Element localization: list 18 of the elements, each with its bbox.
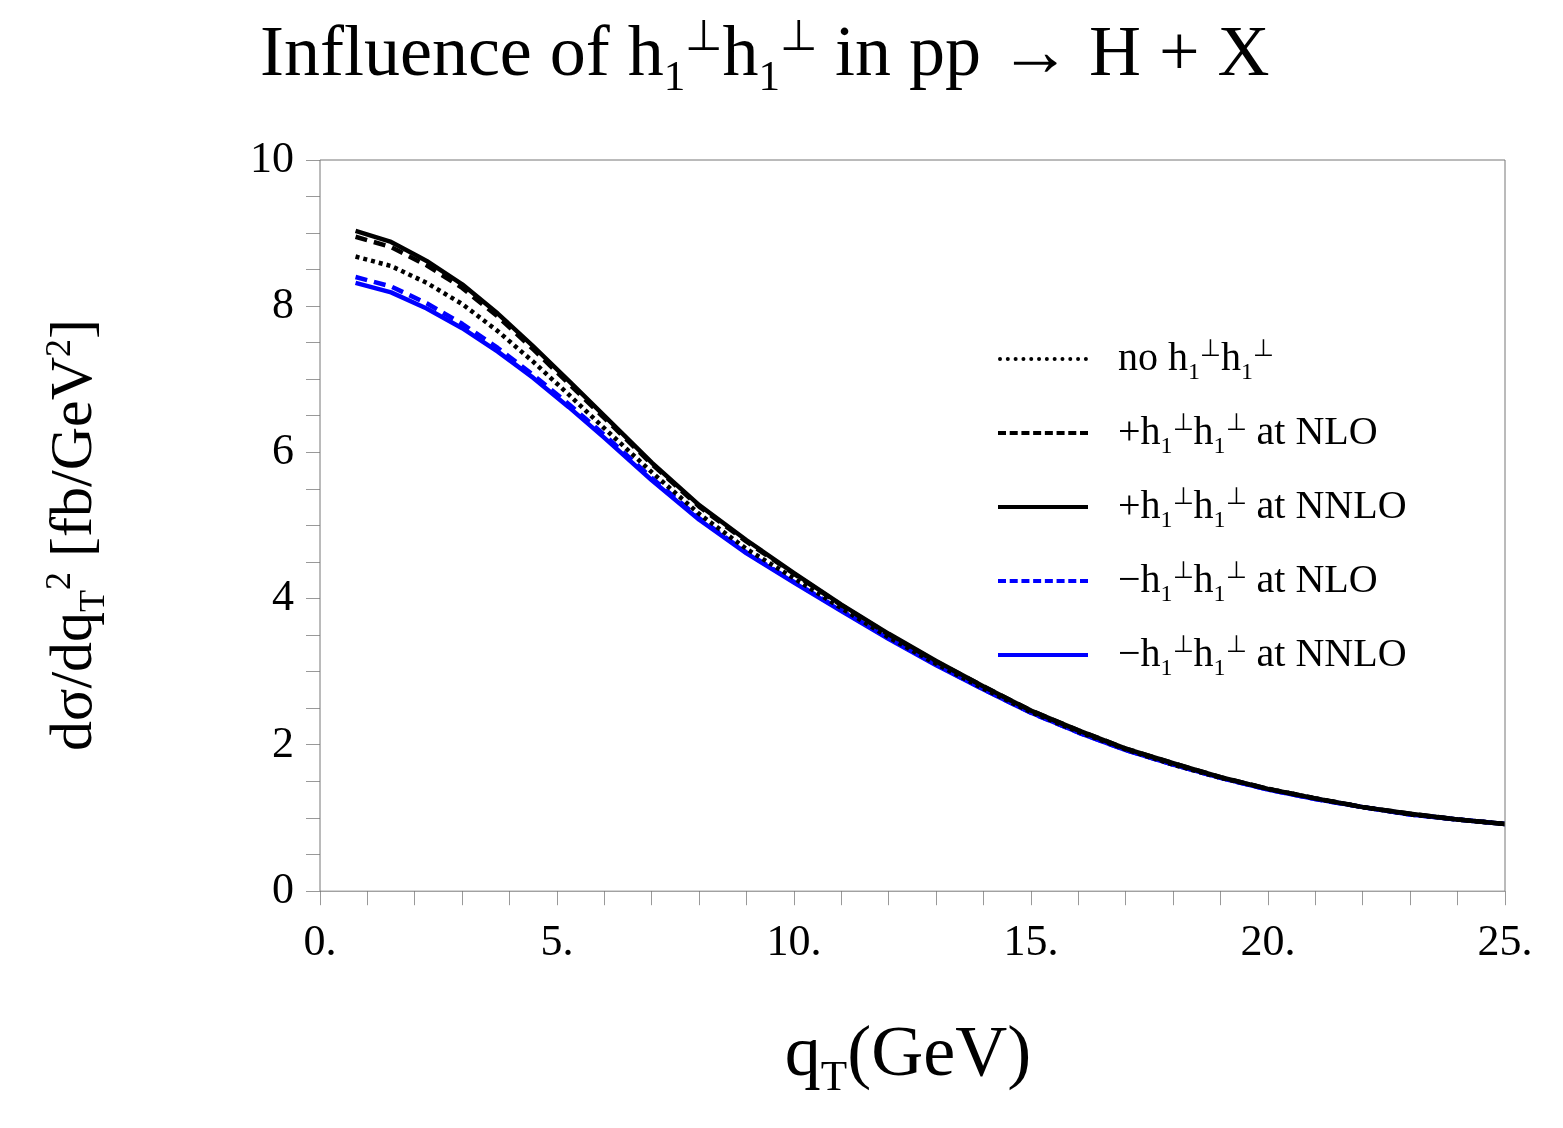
x-tick-label: 15.	[1003, 916, 1059, 966]
y-tick-label: 10	[250, 132, 294, 182]
legend-label: +h$_{1}$$^{⊥}$h$_{1}$$^{⊥}$ at NNLO	[1118, 481, 1407, 533]
x-axis-title: q$_{T}$(GeV)	[783, 1010, 1033, 1101]
legend-label: −h$_{1}$$^{⊥}$h$_{1}$$^{⊥}$ at NLO	[1118, 555, 1378, 607]
y-tick-label: 4	[272, 571, 294, 621]
x-tick-label: 5.	[540, 916, 574, 966]
legend-label: −h$_{1}$$^{⊥}$h$_{1}$$^{⊥}$ at NNLO	[1118, 629, 1407, 681]
x-tick-label: 0.	[303, 916, 337, 966]
y-tick-label: 0	[272, 863, 294, 913]
x-tick-label: 20.	[1240, 916, 1296, 966]
x-tick-label: 25.	[1477, 916, 1533, 966]
x-tick-label: 10.	[766, 916, 822, 966]
y-tick-label: 6	[272, 425, 294, 475]
legend-label: +h$_{1}$$^{⊥}$h$_{1}$$^{⊥}$ at NLO	[1118, 407, 1378, 459]
y-tick-label: 2	[272, 717, 294, 767]
y-tick-label: 8	[272, 278, 294, 328]
chart-title: Influence of h$_{1}$$^{⊥}$h$_{1}$$^{⊥}$ in pp → H + X	[260, 10, 1271, 101]
